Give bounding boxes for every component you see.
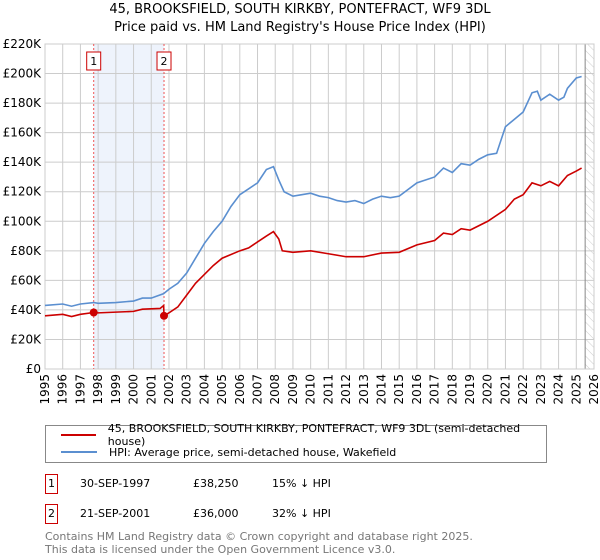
sale-marker-label: 2	[161, 55, 168, 68]
chart-subtitle: Price paid vs. HM Land Registry's House …	[114, 20, 486, 35]
sale-date: 21-SEP-2001	[80, 507, 151, 520]
y-tick-label: £220K	[3, 37, 43, 51]
y-tick-label: £20K	[10, 332, 42, 346]
footer: Contains HM Land Registry data © Crown c…	[45, 530, 473, 556]
x-tick-label: 2026	[587, 374, 600, 405]
x-tick-label: 2009	[286, 374, 300, 405]
x-tick-label: 2022	[516, 374, 530, 405]
y-tick-label: £140K	[3, 155, 43, 169]
footer-line: This data is licensed under the Open Gov…	[45, 543, 396, 556]
y-tick-label: £200K	[3, 67, 43, 81]
y-tick-label: £40K	[10, 303, 42, 317]
y-tick-label: £180K	[3, 96, 43, 110]
x-tick-label: 2005	[215, 374, 229, 405]
x-tick-label: 1997	[73, 374, 87, 405]
sale-marker-badge	[86, 51, 102, 71]
x-tick-label: 1999	[109, 374, 123, 405]
plot-frame	[44, 43, 595, 370]
y-tick-label: £0	[26, 362, 41, 376]
x-tick-label: 2023	[534, 374, 548, 405]
y-tick-label: £80K	[10, 244, 42, 258]
sale-hpi-diff: 32% ↓ HPI	[272, 507, 331, 520]
y-tick-label: £160K	[3, 126, 43, 140]
series-line-hpi	[44, 75, 582, 308]
x-tick-label: 2021	[498, 374, 512, 405]
footer-line: Contains HM Land Registry data © Crown c…	[45, 530, 473, 543]
sale-marker-badge	[156, 51, 172, 71]
y-tick-label: £60K	[10, 273, 42, 287]
sale-point	[89, 308, 98, 317]
legend-item-property: 45, BROOKSFIELD, SOUTH KIRKBY, PONTEFRAC…	[61, 422, 546, 448]
x-tick-label: 2018	[445, 374, 459, 405]
sale-badge: 1	[45, 474, 58, 494]
legend-swatch-blue	[61, 451, 97, 453]
chart-title: 45, BROOKSFIELD, SOUTH KIRKBY, PONTEFRAC…	[109, 2, 491, 17]
x-tick-label: 2019	[463, 374, 477, 405]
x-tick-label: 2003	[180, 374, 194, 405]
legend-label: HPI: Average price, semi-detached house,…	[109, 445, 397, 459]
x-tick-label: 2002	[162, 374, 176, 405]
x-tick-label: 2013	[357, 374, 371, 405]
y-tick-label: £100K	[3, 214, 43, 228]
sale-price: £36,000	[193, 507, 239, 520]
sale-badge: 2	[45, 504, 58, 524]
legend: 45, BROOKSFIELD, SOUTH KIRKBY, PONTEFRAC…	[45, 422, 547, 463]
sale-point	[160, 311, 169, 320]
sale-hpi-diff: 15% ↓ HPI	[272, 477, 331, 490]
x-tick-label: 2017	[428, 374, 442, 405]
x-tick-label: 2025	[569, 374, 583, 405]
series-line-property	[44, 167, 582, 318]
x-tick-label: 2015	[392, 374, 406, 405]
sale-marker-label: 1	[90, 55, 97, 68]
x-tick-label: 2011	[321, 374, 335, 405]
x-tick-label: 2012	[339, 374, 353, 405]
x-tick-label: 2010	[304, 374, 318, 405]
x-tick-label: 2014	[374, 374, 388, 405]
x-tick-label: 2004	[197, 374, 211, 405]
x-tick-label: 1995	[38, 374, 52, 405]
sale-price: £38,250	[193, 477, 239, 490]
forecast-hatch	[585, 44, 594, 369]
legend-label: 45, BROOKSFIELD, SOUTH KIRKBY, PONTEFRAC…	[107, 422, 521, 448]
sale-row: 1 30-SEP-1997 £38,250 15% ↓ HPI	[45, 474, 545, 494]
legend-swatch-red	[61, 434, 96, 436]
x-tick-label: 2008	[268, 374, 282, 405]
x-tick-label: 1998	[91, 374, 105, 405]
y-tick-label: £120K	[3, 185, 43, 199]
x-tick-label: 2024	[552, 374, 566, 405]
sale-row: 2 21-SEP-2001 £36,000 32% ↓ HPI	[45, 504, 545, 524]
x-tick-label: 2001	[144, 374, 158, 405]
x-tick-label: 2020	[481, 374, 495, 405]
x-tick-label: 2006	[233, 374, 247, 405]
x-tick-label: 2000	[127, 374, 141, 405]
legend-item-hpi: HPI: Average price, semi-detached house,…	[61, 444, 396, 460]
price-chart: 1995 1996 1997 1998 1999 2000 2001 2002 2003 2004…	[3, 37, 600, 405]
sale-period-shade	[93, 44, 165, 369]
x-tick-label: 2007	[251, 374, 265, 405]
x-tick-label: 2016	[410, 374, 424, 405]
sale-date: 30-SEP-1997	[80, 477, 151, 490]
x-tick-label: 1996	[56, 374, 70, 405]
